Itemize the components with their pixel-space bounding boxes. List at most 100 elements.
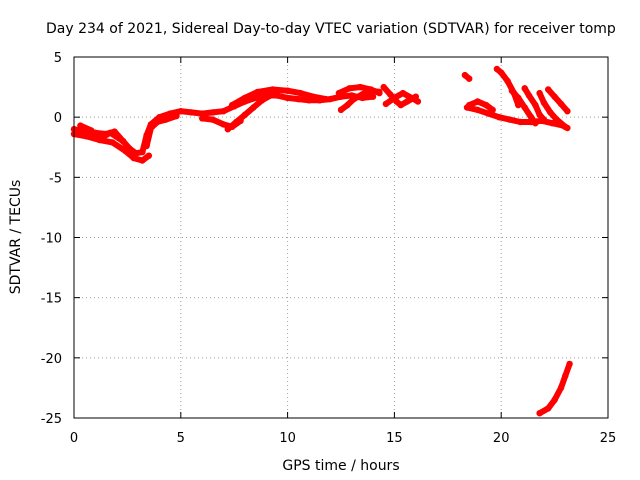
data-point bbox=[267, 92, 274, 99]
data-point bbox=[233, 118, 240, 126]
series-track-14 bbox=[466, 98, 496, 113]
data-point bbox=[380, 83, 387, 91]
x-tick-label: 5 bbox=[177, 431, 185, 446]
data-point bbox=[147, 124, 155, 132]
data-point bbox=[139, 157, 146, 164]
data-point bbox=[224, 126, 231, 133]
data-point bbox=[145, 152, 152, 159]
data-point bbox=[551, 396, 558, 404]
data-point bbox=[77, 122, 84, 129]
data-point bbox=[96, 135, 103, 142]
data-point bbox=[485, 110, 492, 117]
data-point bbox=[83, 133, 91, 140]
data-point bbox=[525, 92, 533, 99]
data-point bbox=[310, 93, 317, 100]
data-point bbox=[545, 405, 552, 412]
data-point bbox=[508, 87, 516, 94]
data-point bbox=[220, 108, 227, 115]
plot-frame bbox=[73, 56, 609, 419]
data-point bbox=[367, 86, 375, 93]
data-point bbox=[143, 142, 150, 150]
data-point bbox=[397, 101, 404, 109]
data-point bbox=[220, 121, 227, 128]
data-point bbox=[545, 86, 552, 93]
data-point bbox=[527, 114, 535, 121]
data-point bbox=[322, 95, 330, 103]
data-point bbox=[557, 384, 565, 392]
data-point bbox=[386, 91, 394, 98]
data-point bbox=[562, 372, 569, 380]
data-point bbox=[466, 101, 473, 109]
data-point bbox=[493, 65, 501, 73]
data-point bbox=[540, 99, 548, 106]
data-point bbox=[241, 94, 249, 102]
data-point bbox=[122, 147, 129, 155]
data-point bbox=[382, 100, 390, 108]
data-point bbox=[532, 101, 539, 109]
data-point bbox=[359, 91, 366, 98]
data-point bbox=[119, 138, 127, 145]
data-point bbox=[536, 89, 543, 97]
data-point bbox=[532, 120, 539, 127]
x-tick-label: 10 bbox=[279, 431, 296, 446]
chart-title: Day 234 of 2021, Sidereal Day-to-day VTE… bbox=[46, 21, 616, 37]
data-point bbox=[162, 116, 169, 123]
data-point bbox=[269, 86, 276, 93]
data-point bbox=[495, 114, 503, 121]
data-point bbox=[209, 109, 216, 116]
data-point bbox=[399, 89, 407, 97]
data-point bbox=[350, 95, 357, 103]
data-point bbox=[540, 116, 548, 123]
data-point bbox=[209, 116, 216, 123]
data-point bbox=[498, 69, 505, 76]
data-point bbox=[474, 106, 481, 114]
data-point bbox=[408, 94, 415, 102]
x-tick-label: 25 bbox=[600, 431, 617, 446]
y-tick-label: -5 bbox=[49, 171, 62, 186]
data-point bbox=[564, 108, 571, 115]
data-point bbox=[284, 94, 291, 102]
x-tick-label: 15 bbox=[386, 431, 403, 446]
data-point bbox=[515, 94, 522, 102]
data-point bbox=[335, 89, 343, 97]
data-point bbox=[109, 139, 116, 146]
y-tick-label: -15 bbox=[41, 292, 62, 307]
data-point bbox=[357, 83, 364, 91]
data-point bbox=[483, 101, 490, 109]
data-point bbox=[404, 98, 411, 105]
data-point bbox=[557, 100, 565, 108]
y-axis-label: SDTVAR / TECUs bbox=[8, 180, 24, 295]
data-point bbox=[241, 111, 249, 119]
data-point bbox=[284, 87, 291, 94]
data-point bbox=[369, 93, 377, 100]
series-track-19 bbox=[545, 86, 571, 115]
data-point bbox=[297, 89, 304, 97]
data-point bbox=[177, 108, 184, 115]
data-point bbox=[87, 127, 95, 134]
data-point bbox=[414, 98, 422, 105]
y-tick-label: -25 bbox=[41, 412, 62, 427]
y-tick-label: -10 bbox=[41, 232, 62, 247]
y-tick-label: -20 bbox=[41, 352, 62, 367]
data-point bbox=[489, 106, 496, 114]
data-point bbox=[228, 101, 236, 109]
data-point bbox=[506, 116, 513, 123]
data-point bbox=[337, 106, 345, 114]
data-point bbox=[461, 71, 469, 79]
data-point bbox=[536, 111, 543, 119]
data-point bbox=[258, 97, 266, 104]
data-point bbox=[474, 98, 481, 105]
x-axis-label: GPS time / hours bbox=[282, 458, 399, 474]
data-point bbox=[562, 123, 569, 130]
data-point bbox=[346, 85, 353, 92]
data-point bbox=[549, 120, 556, 127]
data-point bbox=[547, 109, 554, 116]
data-point bbox=[517, 118, 524, 126]
data-point bbox=[173, 112, 180, 120]
data-point bbox=[295, 95, 302, 103]
data-point bbox=[154, 118, 161, 126]
y-tick-label: 5 bbox=[54, 51, 62, 66]
data-point bbox=[188, 109, 195, 116]
data-point bbox=[536, 410, 543, 417]
